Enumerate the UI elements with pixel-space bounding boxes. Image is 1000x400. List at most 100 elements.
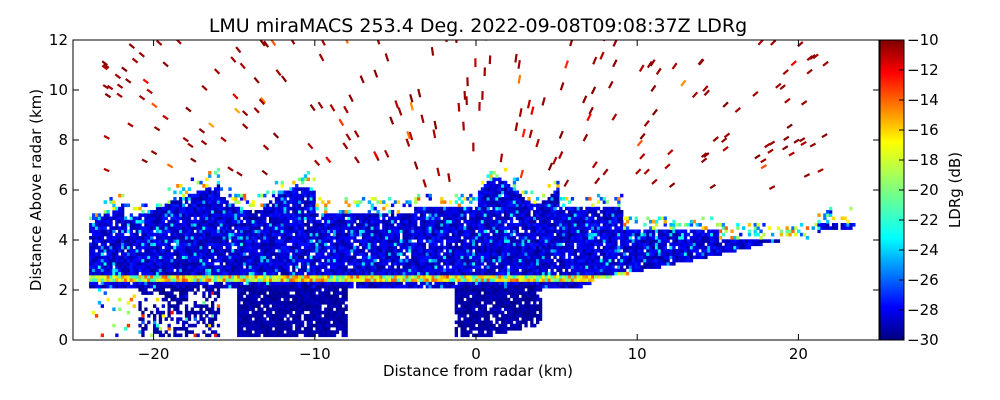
radar-cell	[208, 219, 212, 224]
radar-cell	[480, 190, 485, 195]
radar-cell	[504, 190, 508, 195]
radar-cell	[150, 245, 154, 250]
radar-cell	[335, 216, 340, 221]
radar-cell	[300, 323, 305, 328]
radar-cell	[353, 245, 357, 250]
radar-cell	[303, 314, 308, 318]
radar-cell	[193, 333, 197, 338]
radar-cell	[370, 265, 374, 269]
radar-cell	[144, 255, 148, 260]
radar-cell	[94, 236, 99, 240]
radar-cell	[472, 317, 476, 321]
radar-cell	[231, 252, 235, 256]
radar-cell	[454, 294, 458, 299]
radar-cell	[100, 216, 104, 221]
radar-cell	[286, 330, 290, 334]
radar-cell	[469, 330, 473, 334]
radar-cell	[173, 203, 177, 208]
radar-cell	[477, 216, 482, 221]
radar-cell	[405, 239, 409, 243]
radar-cell	[390, 268, 395, 273]
radar-cell	[153, 213, 157, 217]
radar-cell	[298, 213, 302, 217]
radar-cell	[190, 330, 194, 334]
radar-cell	[271, 275, 276, 279]
radar-cell	[463, 323, 467, 328]
radar-cell	[382, 242, 386, 247]
radar-cell	[512, 291, 517, 295]
radar-cell	[170, 213, 174, 217]
radar-cell	[501, 206, 505, 211]
radar-cell	[370, 278, 374, 282]
radar-cell	[318, 255, 322, 260]
radar-cell	[94, 265, 99, 269]
radar-cell	[428, 249, 432, 253]
radar-cell	[530, 294, 534, 299]
radar-cell	[240, 278, 244, 282]
radar-cell	[153, 232, 157, 237]
radar-cell	[376, 232, 380, 237]
radar-cell	[486, 249, 490, 253]
radar-cell	[118, 226, 122, 230]
radar-cell	[222, 219, 226, 224]
radar-cell	[451, 216, 456, 221]
radar-cell	[237, 281, 241, 286]
radar-cell	[167, 226, 171, 230]
radar-cell	[242, 229, 247, 234]
radar-cell	[100, 245, 104, 250]
radar-cell	[507, 213, 511, 217]
radar-cell	[135, 278, 139, 282]
radar-cell	[103, 258, 107, 263]
radar-cell	[121, 193, 125, 198]
radar-cell	[330, 239, 334, 243]
radar-cell	[521, 297, 525, 302]
radar-cell	[280, 226, 284, 230]
radar-cell	[402, 262, 406, 266]
radar-cell	[190, 206, 194, 211]
radar-cell	[533, 297, 537, 302]
radar-cell	[405, 278, 409, 282]
radar-cell	[454, 284, 458, 289]
radar-cell	[504, 268, 508, 273]
radar-cell	[527, 258, 531, 263]
radar-cell	[312, 197, 316, 201]
radar-cell	[199, 278, 203, 282]
radar-cell	[512, 239, 517, 243]
radar-cell	[495, 314, 499, 318]
radar-cell	[242, 252, 247, 256]
radar-cell	[292, 249, 296, 253]
radar-cell	[492, 297, 496, 302]
radar-cell	[245, 304, 250, 308]
radar-cell	[187, 226, 192, 230]
radar-cell	[248, 258, 252, 263]
radar-cell	[150, 278, 154, 282]
radar-cell	[460, 252, 464, 256]
radar-cell	[92, 275, 96, 279]
radar-cell	[254, 294, 258, 299]
radar-cell	[222, 197, 226, 201]
radar-cell	[356, 252, 360, 256]
radar-cell	[518, 314, 522, 318]
radar-cell	[463, 265, 467, 269]
radar-cell	[138, 206, 142, 211]
radar-cell	[158, 236, 163, 240]
radar-cell	[141, 255, 145, 260]
radar-cell	[184, 229, 189, 234]
radar-cell	[295, 304, 299, 308]
radar-cell	[260, 278, 264, 282]
radar-cell	[475, 252, 479, 256]
radar-cell	[202, 245, 206, 250]
radar-cell	[161, 232, 165, 237]
radar-cell	[161, 255, 165, 260]
radar-cell	[457, 297, 461, 302]
radar-cell	[501, 304, 505, 308]
radar-cell	[309, 203, 313, 208]
radar-cell	[373, 236, 377, 240]
radar-cell	[530, 275, 534, 279]
radar-cell	[501, 197, 505, 201]
radar-cell	[266, 307, 270, 312]
radar-cell	[213, 268, 218, 273]
radar-cell	[208, 255, 212, 260]
radar-cell	[330, 236, 334, 240]
radar-cell	[428, 258, 432, 263]
